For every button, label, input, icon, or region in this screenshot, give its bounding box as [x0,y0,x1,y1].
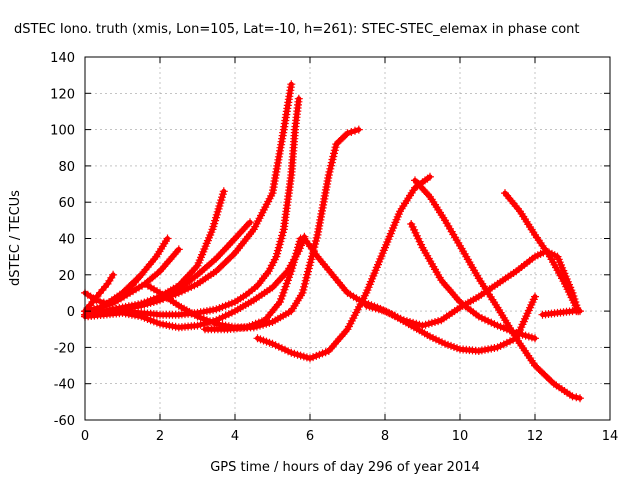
x-tick-label: 10 [452,429,469,444]
x-tick-label: 8 [381,429,389,444]
y-tick-label: 40 [58,233,75,248]
x-tick-label: 12 [527,429,544,444]
y-tick-label: 0 [67,305,75,320]
series-markers [538,307,584,319]
x-axis-label: GPS time / hours of day 296 of year 2014 [210,460,480,475]
y-tick-label: -40 [54,378,75,393]
series-markers [411,176,584,403]
y-tick-label: -20 [54,341,75,356]
series-pass-10 [141,125,363,332]
y-tick-label: 80 [58,160,75,175]
series-pass-16 [407,220,539,343]
x-tick-label: 0 [81,429,89,444]
series-markers [141,125,363,332]
series-layer [81,80,584,403]
series-markers [201,234,305,334]
series-pass-17 [501,189,583,316]
x-tick-label: 14 [602,429,619,444]
y-tick-label: 100 [50,124,75,139]
y-axis-label: dSTEC / TECUs [8,190,23,286]
chart-title: dSTEC Iono. truth (xmis, Lon=105, Lat=-1… [14,22,580,37]
x-tick-label: 4 [231,429,239,444]
series-pass-15 [411,176,584,403]
y-tick-label: 60 [58,196,75,211]
series-pass-18 [538,307,584,319]
y-tick-label: 120 [50,87,75,102]
series-markers [300,234,539,355]
series-pass-12 [300,234,539,355]
y-axis: -60 -40 -20 0 20 40 60 80 100 120 140 [50,51,610,429]
x-tick-label: 2 [156,429,164,444]
series-markers [501,189,583,316]
series-pass-13 [253,172,434,363]
y-tick-label: 140 [50,51,75,66]
series-pass-11 [201,234,305,334]
y-tick-label: 20 [58,269,75,284]
series-markers [253,172,434,363]
series-markers [407,220,539,343]
x-tick-label: 6 [306,429,314,444]
y-tick-label: -60 [54,414,75,429]
series-markers [362,247,583,330]
x-axis: 0 2 4 6 8 10 12 14 [81,57,618,444]
